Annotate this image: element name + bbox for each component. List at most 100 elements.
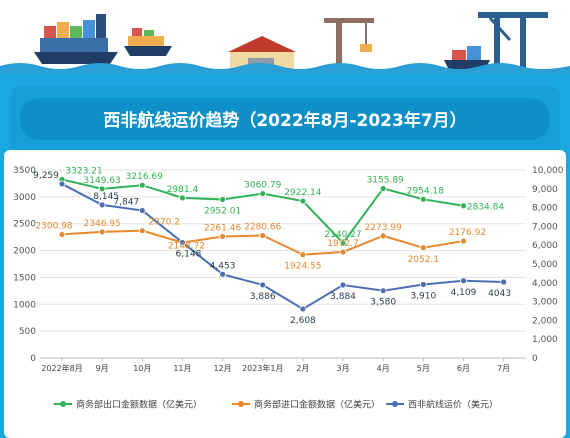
data-label-freight: 9,259 (33, 171, 59, 181)
data-point-freight (138, 207, 146, 214)
data-label-import: 2261.46 (204, 224, 241, 234)
data-point-export (339, 239, 347, 247)
data-label-freight: 8,145 (93, 192, 119, 202)
x-axis-tick-label: 2022年8月 (41, 363, 82, 373)
data-point-freight (379, 287, 387, 295)
data-label-freight: 4,453 (210, 261, 236, 271)
left-axis-tick-label: 500 (19, 327, 36, 337)
legend-label-freight: 西非航线运价（美元） (408, 399, 498, 411)
data-label-freight: 2,608 (290, 316, 316, 326)
data-point-export (379, 185, 387, 192)
right-axis-tick-label: 9,000 (532, 185, 558, 195)
data-point-import (98, 228, 106, 236)
legend-marker-export (60, 401, 66, 407)
data-point-freight (299, 305, 307, 313)
data-label-export: 3149.63 (84, 176, 121, 186)
data-label-export: 3216.69 (126, 172, 163, 182)
x-axis-tick-label: 11月 (173, 364, 191, 373)
data-label-export: 3060.79 (244, 181, 281, 191)
plot-card (4, 150, 566, 438)
legend: 商务部出口金额数据（亿美元） 商务部进口金额数据（亿美元） 西非航线运价（美元） (54, 399, 498, 411)
data-label-export: 2952.01 (204, 206, 241, 216)
data-point-import (460, 237, 467, 245)
data-point-import (138, 227, 146, 235)
legend-marker-import (238, 401, 244, 407)
data-point-export (299, 197, 307, 205)
data-point-freight (460, 277, 467, 285)
cargo-ship-icon (34, 14, 118, 64)
data-point-freight (419, 281, 427, 288)
x-axis-tick-label: 9月 (96, 364, 109, 373)
right-axis-tick-label: 10,000 (532, 166, 564, 176)
legend-marker-freight (392, 401, 398, 407)
data-label-import: 2176.92 (449, 228, 486, 238)
data-label-freight: 4043 (488, 289, 511, 299)
right-axis-tick-label: 6,000 (532, 241, 558, 251)
data-point-import (299, 251, 307, 259)
x-axis-tick-label: 5月 (417, 364, 430, 373)
right-axis-tick-label: 2,000 (532, 316, 558, 326)
data-label-export: 2922.14 (284, 188, 321, 198)
data-point-export (219, 196, 226, 203)
data-point-export (179, 194, 186, 202)
data-point-freight (339, 281, 347, 289)
data-point-import (339, 248, 347, 256)
harbor-illustration (0, 12, 570, 78)
left-axis-tick-label: 3000 (13, 193, 36, 203)
data-point-export (138, 181, 146, 189)
data-label-freight: 7,847 (113, 197, 139, 207)
data-label-import: 2052.1 (408, 255, 440, 265)
right-axis-tick-label: 4,000 (532, 279, 558, 289)
data-point-export (419, 195, 427, 203)
legend-label-import: 商务部进口金额数据（亿美元） (254, 399, 380, 411)
data-point-import (419, 244, 427, 252)
data-point-export (98, 185, 106, 193)
data-label-export: 3323.21 (65, 166, 102, 176)
left-axis-tick-label: 1000 (13, 300, 36, 310)
left-axis-tick-label: 2500 (13, 220, 36, 230)
left-axis-tick-label: 2000 (13, 247, 36, 257)
cargo-ship-small-icon (124, 28, 172, 56)
data-point-import (219, 233, 226, 240)
data-label-freight: 3,884 (330, 292, 356, 302)
series-layer (58, 176, 508, 313)
x-axis-tick-label: 4月 (377, 364, 390, 373)
right-axis-tick-label: 8,000 (532, 204, 558, 214)
data-point-freight (98, 201, 106, 209)
data-label-freight: 6,148 (176, 249, 202, 259)
x-axis-tick-label: 2月 (296, 364, 309, 373)
x-axis-tick-label: 12月 (213, 364, 231, 373)
data-label-export: 2140.27 (324, 230, 361, 240)
data-point-freight (58, 180, 66, 188)
right-axis-tick-label: 1,000 (532, 335, 558, 345)
data-label-export: 2834.84 (467, 203, 504, 213)
data-point-export (259, 190, 267, 197)
data-label-export: 3155.89 (367, 175, 404, 185)
data-point-import (379, 232, 387, 240)
chart-title: 西非航线运价趋势（2022年8月-2023年7月） (103, 110, 466, 131)
title-bar (20, 98, 550, 140)
data-label-freight: 3,886 (250, 292, 276, 302)
data-point-freight (179, 239, 186, 246)
x-axis-tick-label: 7月 (497, 364, 510, 373)
right-axis-tick-label: 0 (532, 354, 538, 364)
left-axis-tick-label: 1500 (13, 273, 36, 283)
data-label-import: 2370.2 (149, 218, 181, 228)
x-axis-tick-label: 10月 (133, 364, 151, 373)
right-axis-tick-label: 5,000 (532, 260, 558, 270)
data-label-import: 2273.99 (365, 223, 402, 233)
right-axis-tick-label: 3,000 (532, 298, 558, 308)
data-label-freight: 4,109 (451, 288, 477, 298)
data-label-import: 2280.66 (244, 222, 281, 232)
data-point-freight (219, 270, 226, 278)
axes: 0 500 1000 1500 2000 2500 3000 3500 0 1,000 2,000 3… (13, 166, 564, 373)
data-label-export: 2981.4 (167, 185, 199, 195)
legend-label-export: 商务部出口金额数据（亿美元） (76, 399, 202, 411)
data-label-freight: 3,580 (370, 298, 396, 308)
data-label-export: 2954.18 (407, 186, 444, 196)
right-axis-tick-label: 7,000 (532, 222, 558, 232)
data-label-import: 2300.98 (35, 221, 72, 231)
data-point-import (259, 232, 267, 239)
